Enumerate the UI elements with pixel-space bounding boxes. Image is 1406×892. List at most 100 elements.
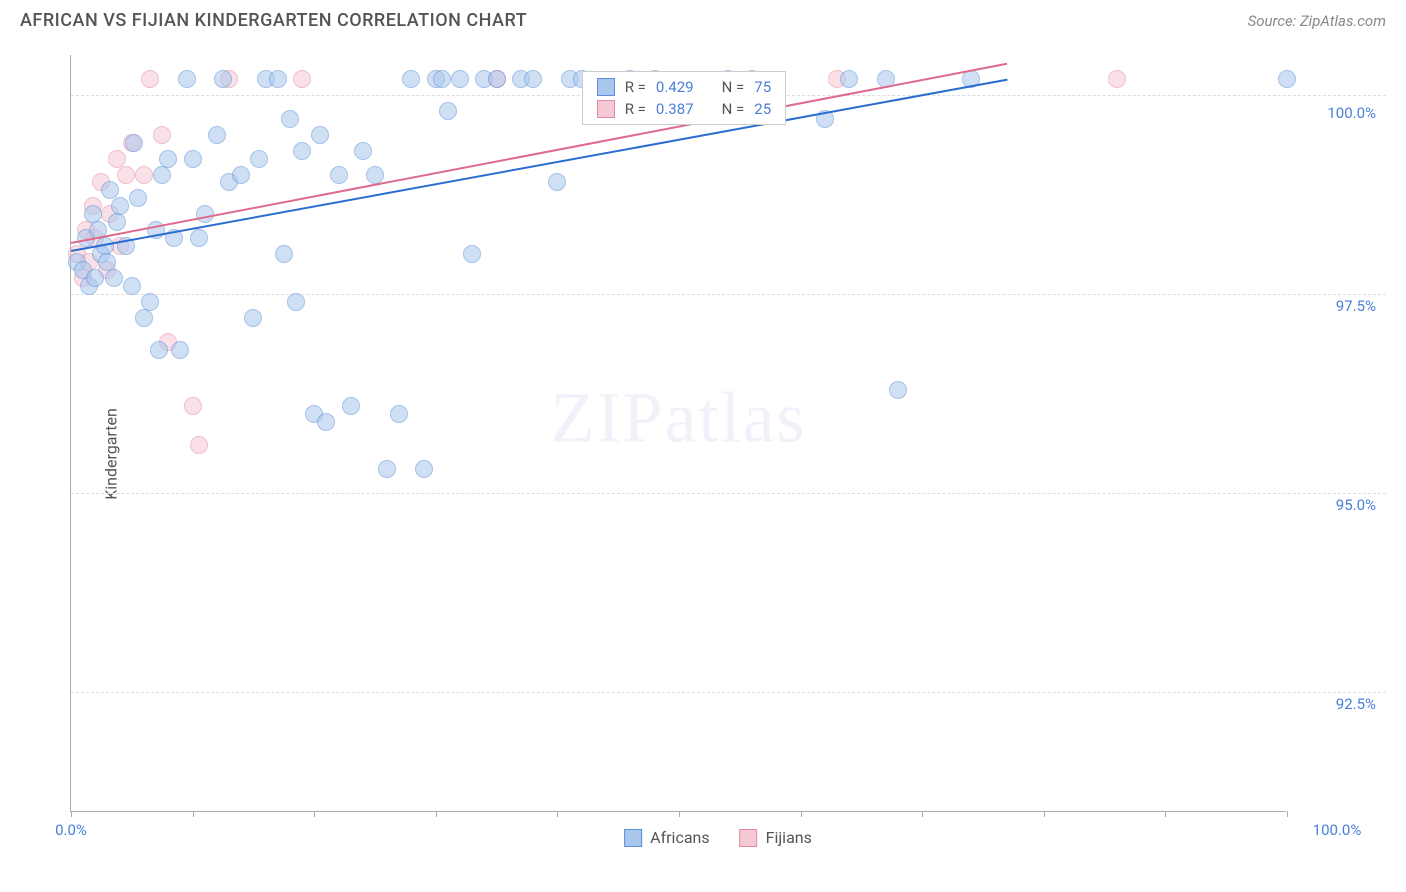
- data-point: [105, 269, 123, 287]
- data-point: [840, 70, 858, 88]
- trend-line: [71, 63, 1008, 244]
- data-point: [366, 166, 384, 184]
- data-point: [141, 293, 159, 311]
- data-point: [342, 397, 360, 415]
- legend-swatch: [597, 100, 615, 118]
- watermark: ZIPatlas: [551, 376, 807, 459]
- chart-header: AFRICAN VS FIJIAN KINDERGARTEN CORRELATI…: [0, 0, 1406, 41]
- y-tick-label: 95.0%: [1336, 496, 1376, 514]
- data-point: [214, 70, 232, 88]
- gridline-h: [71, 692, 1386, 693]
- legend-n-value: 25: [754, 100, 771, 118]
- data-point: [244, 309, 262, 327]
- x-tick: [801, 811, 802, 817]
- legend-r-value: 0.429: [656, 78, 694, 96]
- legend-stats-row: R = 0.387 N = 25: [597, 100, 771, 118]
- x-tick: [679, 811, 680, 817]
- data-point: [184, 397, 202, 415]
- data-point: [378, 460, 396, 478]
- data-point: [153, 166, 171, 184]
- data-point: [1278, 70, 1296, 88]
- chart-container: Kindergarten ZIPatlas 92.5%95.0%97.5%100…: [50, 55, 1386, 852]
- data-point: [153, 126, 171, 144]
- x-tick: [557, 811, 558, 817]
- legend-swatch-africans: [624, 829, 642, 847]
- data-point: [402, 70, 420, 88]
- data-point: [281, 110, 299, 128]
- trend-line: [71, 79, 1008, 252]
- data-point: [208, 126, 226, 144]
- x-tick: [1287, 811, 1288, 817]
- legend-item-africans: Africans: [624, 828, 709, 847]
- data-point: [889, 381, 907, 399]
- gridline-h: [71, 294, 1386, 295]
- legend-r-value: 0.387: [656, 100, 694, 118]
- legend-n-value: 75: [754, 78, 771, 96]
- legend-swatch: [597, 78, 615, 96]
- legend-item-fijians: Fijians: [740, 828, 812, 847]
- data-point: [293, 70, 311, 88]
- data-point: [171, 341, 189, 359]
- data-point: [524, 70, 542, 88]
- y-tick-label: 100.0%: [1327, 104, 1376, 122]
- chart-title: AFRICAN VS FIJIAN KINDERGARTEN CORRELATI…: [20, 10, 527, 31]
- legend-n-label: N =: [722, 100, 745, 118]
- data-point: [390, 405, 408, 423]
- x-tick: [1165, 811, 1166, 817]
- x-tick: [1044, 811, 1045, 817]
- data-point: [488, 70, 506, 88]
- data-point: [135, 309, 153, 327]
- gridline-h: [71, 493, 1386, 494]
- data-point: [123, 277, 141, 295]
- x-tick: [436, 811, 437, 817]
- data-point: [117, 166, 135, 184]
- x-tick: [922, 811, 923, 817]
- data-point: [86, 269, 104, 287]
- x-tick-label: 0.0%: [55, 821, 87, 839]
- data-point: [330, 166, 348, 184]
- data-point: [129, 189, 147, 207]
- legend-swatch-fijians: [740, 829, 758, 847]
- data-point: [250, 150, 268, 168]
- x-tick-label: 100.0%: [1313, 821, 1362, 839]
- plot-area: ZIPatlas 92.5%95.0%97.5%100.0%0.0%100.0%…: [70, 55, 1286, 812]
- x-tick: [314, 811, 315, 817]
- data-point: [275, 245, 293, 263]
- data-point: [190, 436, 208, 454]
- data-point: [1108, 70, 1126, 88]
- y-tick-label: 92.5%: [1336, 695, 1376, 713]
- data-point: [125, 134, 143, 152]
- legend-bottom: Africans Fijians: [624, 828, 812, 847]
- y-tick-label: 97.5%: [1336, 297, 1376, 315]
- legend-n-label: N =: [722, 78, 745, 96]
- data-point: [159, 150, 177, 168]
- x-tick: [71, 811, 72, 817]
- legend-stats-box: R = 0.429 N = 75 R = 0.387 N = 25: [582, 71, 786, 125]
- data-point: [287, 293, 305, 311]
- data-point: [451, 70, 469, 88]
- data-point: [178, 70, 196, 88]
- data-point: [269, 70, 287, 88]
- data-point: [111, 197, 129, 215]
- data-point: [108, 213, 126, 231]
- data-point: [415, 460, 433, 478]
- data-point: [184, 150, 202, 168]
- data-point: [232, 166, 250, 184]
- data-point: [439, 102, 457, 120]
- x-tick: [193, 811, 194, 817]
- data-point: [190, 229, 208, 247]
- legend-r-label: R =: [625, 100, 646, 118]
- chart-source: Source: ZipAtlas.com: [1248, 12, 1386, 30]
- legend-label-fijians: Fijians: [766, 828, 812, 847]
- legend-r-label: R =: [625, 78, 646, 96]
- legend-stats-row: R = 0.429 N = 75: [597, 78, 771, 96]
- data-point: [317, 413, 335, 431]
- data-point: [141, 70, 159, 88]
- data-point: [548, 173, 566, 191]
- legend-label-africans: Africans: [650, 828, 709, 847]
- data-point: [150, 341, 168, 359]
- data-point: [311, 126, 329, 144]
- data-point: [354, 142, 372, 160]
- data-point: [433, 70, 451, 88]
- data-point: [463, 245, 481, 263]
